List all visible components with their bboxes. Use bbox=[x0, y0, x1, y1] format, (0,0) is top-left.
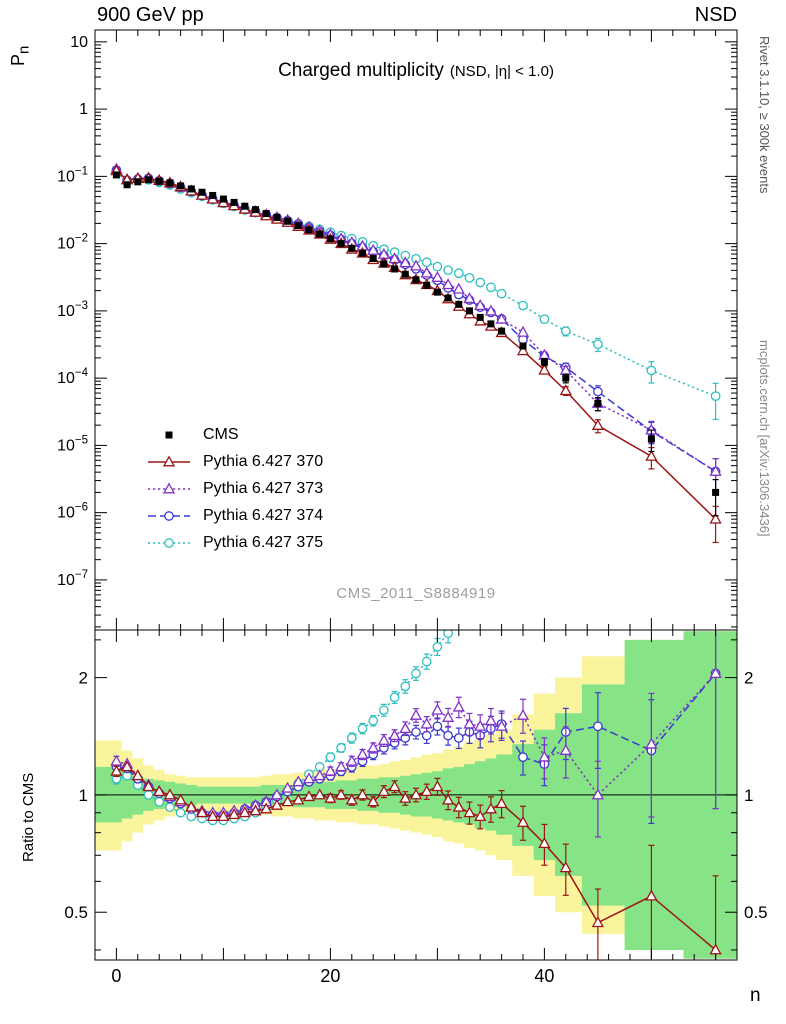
plot-title: Charged multiplicity (NSD, |η| < 1.0) bbox=[95, 60, 737, 82]
legend-marker-pythia-375 bbox=[146, 534, 192, 552]
rivet-version-note: Rivet 3.1.10, ≥ 300k events bbox=[757, 36, 772, 194]
svg-text:20: 20 bbox=[320, 966, 340, 986]
plot-title-sub: (NSD, |η| < 1.0) bbox=[449, 63, 554, 80]
ratio-panel-series bbox=[110, 630, 722, 960]
legend-item-pythia-370: Pythia 6.427 370 bbox=[146, 448, 323, 475]
svg-text:10−7: 10−7 bbox=[57, 569, 88, 589]
y-axis-label-main: Pn bbox=[8, 45, 33, 66]
legend-marker-pythia-370 bbox=[146, 453, 192, 471]
legend-item-pythia-373: Pythia 6.427 373 bbox=[146, 475, 323, 502]
legend-marker-pythia-374 bbox=[146, 507, 192, 525]
legend-item-pythia-375: Pythia 6.427 375 bbox=[146, 529, 323, 556]
svg-text:1: 1 bbox=[79, 786, 88, 805]
svg-text:2: 2 bbox=[79, 669, 88, 688]
main-series-pythia-6-427-375 bbox=[111, 167, 721, 421]
svg-text:1: 1 bbox=[744, 786, 753, 805]
svg-text:0: 0 bbox=[111, 966, 121, 986]
svg-text:10−6: 10−6 bbox=[57, 502, 88, 522]
legend: CMS Pythia 6.427 370 Pythia 6.427 373 Py… bbox=[146, 421, 323, 556]
svg-text:10−3: 10−3 bbox=[57, 300, 88, 320]
main-panel-series bbox=[110, 162, 722, 544]
legend-label-pythia-373: Pythia 6.427 373 bbox=[203, 479, 324, 497]
legend-marker-cms bbox=[146, 426, 192, 444]
ratio-series-pythia-6-427-370 bbox=[110, 760, 722, 960]
legend-marker-pythia-373 bbox=[146, 480, 192, 498]
svg-text:1: 1 bbox=[79, 101, 88, 118]
svg-text:40: 40 bbox=[534, 966, 554, 986]
analysis-id-watermark: CMS_2011_S8884919 bbox=[336, 585, 496, 602]
main-series-cms bbox=[112, 171, 720, 517]
x-axis-label: n bbox=[750, 985, 761, 1006]
beam-energy-label: 900 GeV pp bbox=[97, 4, 204, 26]
svg-text:2: 2 bbox=[744, 669, 753, 688]
svg-text:10: 10 bbox=[70, 34, 88, 51]
y-axis-label-ratio: Ratio to CMS bbox=[20, 772, 37, 862]
svg-text:0.5: 0.5 bbox=[64, 903, 88, 922]
event-class-label: NSD bbox=[694, 4, 737, 26]
axis-ticks bbox=[94, 30, 738, 960]
legend-item-cms: CMS bbox=[146, 421, 323, 448]
legend-label-pythia-375: Pythia 6.427 375 bbox=[203, 533, 324, 551]
svg-text:10−4: 10−4 bbox=[57, 367, 89, 387]
svg-text:10−2: 10−2 bbox=[57, 233, 88, 253]
mcplots-attribution-note: mcplots.cern.ch [arXiv:1306.3436] bbox=[757, 340, 772, 537]
legend-label-cms: CMS bbox=[203, 425, 239, 443]
svg-text:0.5: 0.5 bbox=[744, 903, 768, 922]
legend-label-pythia-374: Pythia 6.427 374 bbox=[203, 506, 324, 524]
legend-item-pythia-374: Pythia 6.427 374 bbox=[146, 502, 323, 529]
svg-text:10−5: 10−5 bbox=[57, 434, 88, 454]
legend-label-pythia-370: Pythia 6.427 370 bbox=[203, 452, 324, 470]
plot-title-main: Charged multiplicity bbox=[278, 60, 444, 81]
svg-text:10−1: 10−1 bbox=[57, 165, 88, 185]
